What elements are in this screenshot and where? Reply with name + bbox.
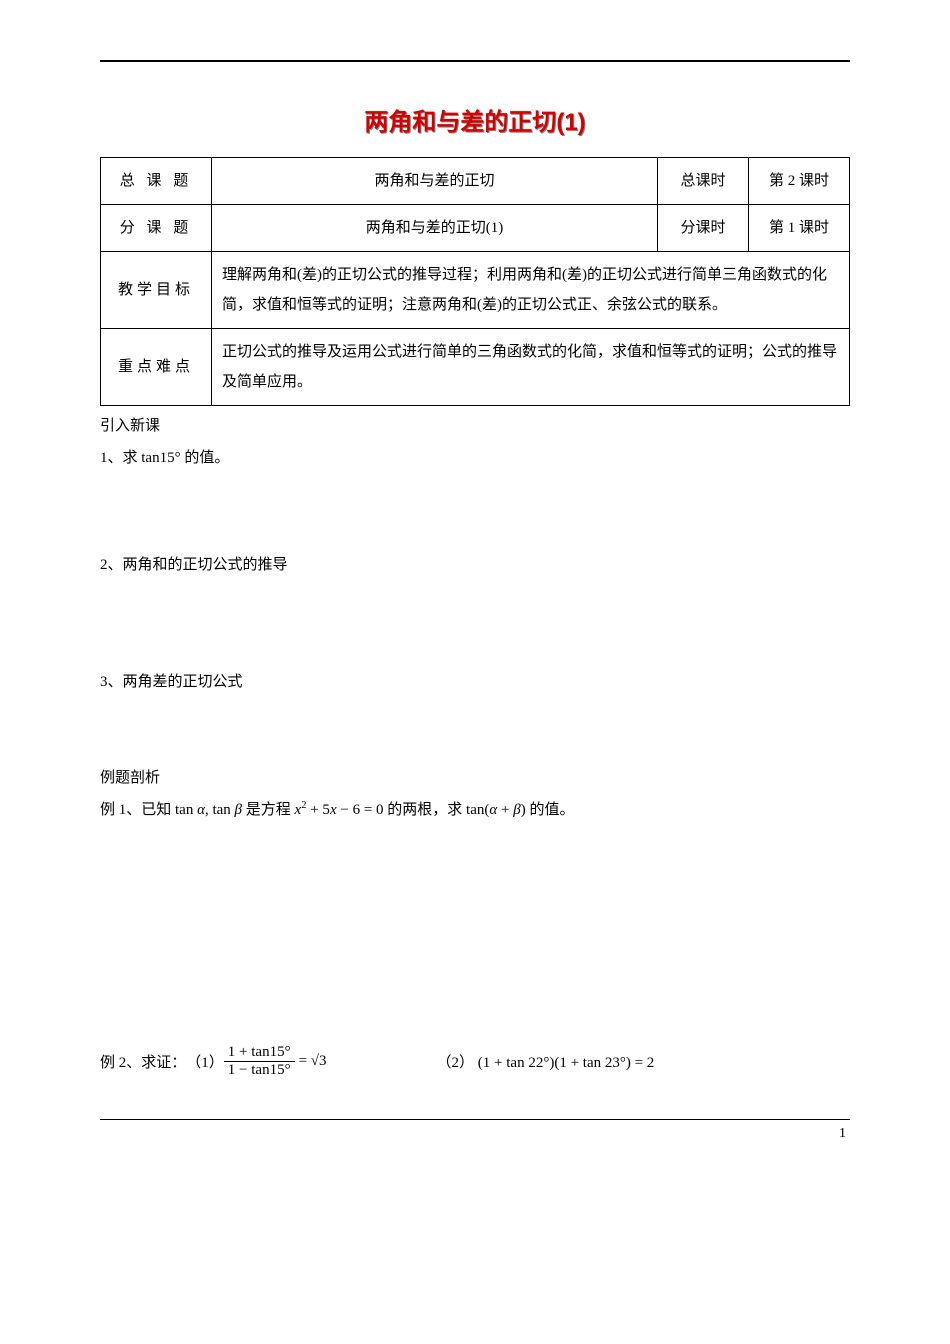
- ex1-expr1: tan α, tan β: [175, 802, 242, 818]
- ex2-fraction: 1 + tan15° 1 − tan15°: [224, 1044, 295, 1079]
- label-cell: 重点难点: [101, 329, 212, 406]
- ex2-p2-expr: (1 + tan 22°)(1 + tan 23°) = 2: [478, 1055, 655, 1071]
- ex2-prefix: 例 2、求证：: [100, 1051, 186, 1072]
- ex1-mid2: 的两根，求: [387, 802, 462, 818]
- hours-label-cell: 总课时: [658, 158, 749, 205]
- q1-prefix: 1、求: [100, 450, 138, 466]
- intro-question-3: 3、两角差的正切公式: [100, 669, 850, 696]
- table-row: 分 课 题 两角和与差的正切(1) 分课时 第 1 课时: [101, 205, 850, 252]
- ex1-suffix: 的值。: [529, 802, 574, 818]
- ex1-mid1: 是方程: [246, 802, 291, 818]
- topic-cell: 两角和与差的正切(1): [212, 205, 658, 252]
- ex2-p1-eq: = √3: [299, 1053, 327, 1070]
- ex2-p2-label: （2）: [437, 1055, 475, 1071]
- table-row: 教学目标 理解两角和(差)的正切公式的推导过程；利用两角和(差)的正切公式进行简…: [101, 252, 850, 329]
- hours-value-cell: 第 1 课时: [749, 205, 850, 252]
- ex2-p1-label: （1）: [186, 1051, 224, 1072]
- ex2-frac-num: 1 + tan15°: [224, 1044, 295, 1062]
- goal-cell: 理解两角和(差)的正切公式的推导过程；利用两角和(差)的正切公式进行简单三角函数…: [212, 252, 850, 329]
- intro-question-1: 1、求 tan15° 的值。: [100, 445, 850, 472]
- label-cell: 教学目标: [101, 252, 212, 329]
- topic-cell: 两角和与差的正切: [212, 158, 658, 205]
- table-row: 总 课 题 两角和与差的正切 总课时 第 2 课时: [101, 158, 850, 205]
- page-number: 1: [100, 1120, 850, 1142]
- intro-question-2: 2、两角和的正切公式的推导: [100, 552, 850, 579]
- q1-suffix: 的值。: [184, 450, 229, 466]
- hours-label-cell: 分课时: [658, 205, 749, 252]
- document-title: 两角和与差的正切(1): [100, 102, 850, 137]
- label-cell: 总 课 题: [101, 158, 212, 205]
- example-2: 例 2、求证： （1） 1 + tan15° 1 − tan15° = √3 （…: [100, 1044, 850, 1079]
- top-rule: [100, 60, 850, 62]
- label-cell: 分 课 题: [101, 205, 212, 252]
- meta-table: 总 课 题 两角和与差的正切 总课时 第 2 课时 分 课 题 两角和与差的正切…: [100, 157, 850, 406]
- q1-expr: tan15°: [141, 450, 180, 466]
- ex1-prefix: 例 1、已知: [100, 802, 171, 818]
- hours-value-cell: 第 2 课时: [749, 158, 850, 205]
- table-row: 重点难点 正切公式的推导及运用公式进行简单的三角函数式的化简，求值和恒等式的证明…: [101, 329, 850, 406]
- ex1-expr3: tan(α + β): [466, 802, 526, 818]
- ex2-frac-den: 1 − tan15°: [224, 1062, 295, 1079]
- example-1: 例 1、已知 tan α, tan β 是方程 x2 + 5x − 6 = 0 …: [100, 797, 850, 824]
- section-examples-heading: 例题剖析: [100, 766, 850, 787]
- section-intro-heading: 引入新课: [100, 414, 850, 435]
- focus-cell: 正切公式的推导及运用公式进行简单的三角函数式的化简，求值和恒等式的证明；公式的推…: [212, 329, 850, 406]
